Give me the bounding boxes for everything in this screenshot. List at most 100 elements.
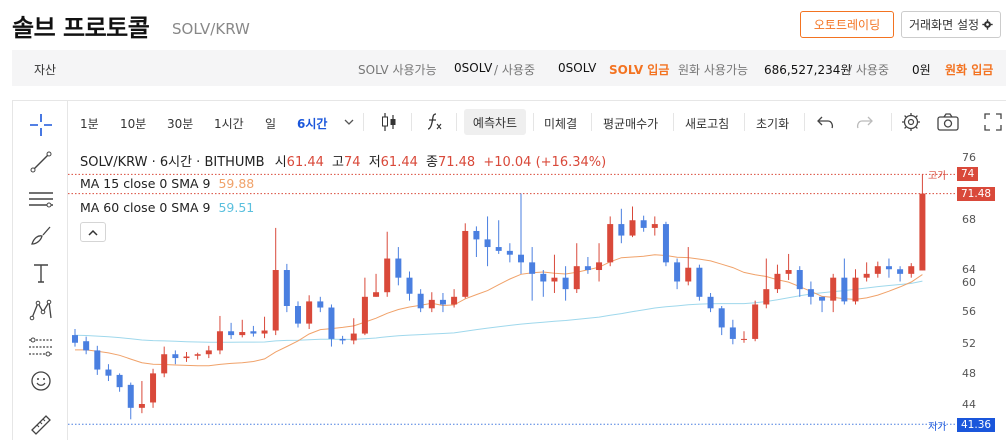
asset-label: 자산 [34,63,57,77]
legend-symbol: SOLV/KRW · 6시간 · BITHUMB [80,155,265,170]
smiley-icon [31,371,51,391]
interval-10m[interactable]: 10분 [120,117,147,131]
ruler-icon [31,415,51,435]
crosshair-icon [30,114,52,136]
interval-dropdown[interactable] [338,111,360,133]
legend-low-value: 61.44 [380,155,418,170]
fullscreen-button[interactable] [982,111,1004,133]
brush-tool[interactable] [27,222,55,250]
candle-body [295,306,301,324]
emoji-tool[interactable] [27,367,55,395]
chevron-up-icon [88,229,98,236]
interval-1d[interactable]: 일 [265,117,277,131]
candle-body [83,341,90,351]
solv-deposit-link[interactable]: SOLV 입금 [609,63,670,77]
chart-legend: SOLV/KRW · 6시간 · BITHUMB 시61.44 고74 저61.… [80,151,606,170]
ma60-label: MA 60 close 0 SMA 9 [80,200,211,215]
pattern-tool[interactable] [27,296,55,324]
interval-6h[interactable]: 6시간 [297,117,328,131]
camera-icon [937,113,959,131]
ma15-value: 59.88 [218,176,255,191]
candle-body [216,331,223,351]
candle-body [540,273,547,282]
candle-body [339,338,346,341]
text-icon [34,264,48,283]
redo-button[interactable] [853,111,875,133]
solv-in-use-value: 0SOLV [558,61,597,75]
chart-area[interactable] [67,100,1006,440]
krw-available-label: 원화 사용가능 [678,63,749,77]
auto-trading-button[interactable]: 오토트레이딩 [800,11,894,38]
legend-low-label: 저 [368,155,381,170]
candle-body [439,299,446,305]
candle-body [361,296,368,334]
price-tick: 68 [962,213,976,226]
candle-body [283,270,290,306]
crosshair-tool[interactable] [27,111,55,139]
candle-body [919,193,926,271]
ma15-legend[interactable]: MA 15 close 0 SMA 9 59.88 [80,176,254,191]
candle-body [685,267,692,282]
toolbar-divider [591,113,592,131]
candle-body [406,277,413,294]
price-tick: 44 [962,398,976,411]
unfilled-orders-button[interactable]: 미체결 [544,117,578,131]
candle-body [138,404,145,408]
legend-close-value: 71.48 [437,155,476,170]
forecast-chart-button[interactable]: 예측차트 [464,109,526,135]
legend-collapse-button[interactable] [80,222,106,242]
avg-buy-price-button[interactable]: 평균매수가 [603,117,659,131]
horizontal-lines-tool[interactable] [27,185,55,213]
candle-body [228,331,235,336]
ruler-tool[interactable] [27,411,55,439]
candle-body [395,258,402,278]
toolbar-divider [744,113,745,131]
krw-in-use-label: / 사용중 [848,63,889,77]
coin-pair: SOLV/KRW [172,20,250,38]
legend-open-value: 61.44 [286,155,324,170]
candle-body [473,230,480,240]
interval-30m[interactable]: 30분 [167,117,194,131]
krw-deposit-link[interactable]: 원화 입금 [945,63,994,77]
fib-tool[interactable] [27,333,55,361]
candle-body [384,258,391,293]
candle-body [796,270,803,290]
candle-body [741,338,747,340]
indicators-button[interactable] [424,111,446,133]
toolbar-divider [363,113,364,131]
redo-icon [856,116,873,129]
solv-available-value: 0SOLV [454,61,493,75]
forecast-chart-label: 예측차트 [472,115,518,130]
solv-available-label: SOLV 사용가능 [358,63,437,77]
candle-body [819,296,826,301]
candle-body [763,289,770,305]
brush-icon [31,226,51,245]
reset-button[interactable]: 초기화 [756,117,790,131]
interval-1m[interactable]: 1분 [80,117,99,131]
text-tool[interactable] [27,259,55,287]
candle-body [863,273,870,278]
candle-body [94,350,101,370]
trade-settings-button[interactable]: 거래화면 설정 [901,11,1001,38]
chart-settings-button[interactable] [900,111,922,133]
refresh-button[interactable]: 새로고침 [685,117,730,131]
ma60-legend[interactable]: MA 60 close 0 SMA 9 59.51 [80,200,254,215]
ma60-value: 59.51 [218,200,255,215]
snapshot-button[interactable] [937,111,959,133]
candle-body [618,224,625,236]
candle-body [272,270,279,331]
undo-icon [817,116,834,129]
undo-button[interactable] [815,111,837,133]
low-price-badge: 41.36 [957,418,996,432]
candle-body [885,266,892,270]
candle-body [194,354,201,356]
candlestick-icon [382,113,396,131]
price-tick: 48 [962,367,976,380]
chart-type-button[interactable] [378,111,400,133]
trend-line-tool[interactable] [27,148,55,176]
toolbar-divider [804,113,805,131]
solv-in-use-label: / 사용중 [494,63,535,77]
candle-body [495,247,502,251]
krw-available-value: 686,527,234원 [764,63,852,77]
interval-1h[interactable]: 1시간 [214,117,244,131]
